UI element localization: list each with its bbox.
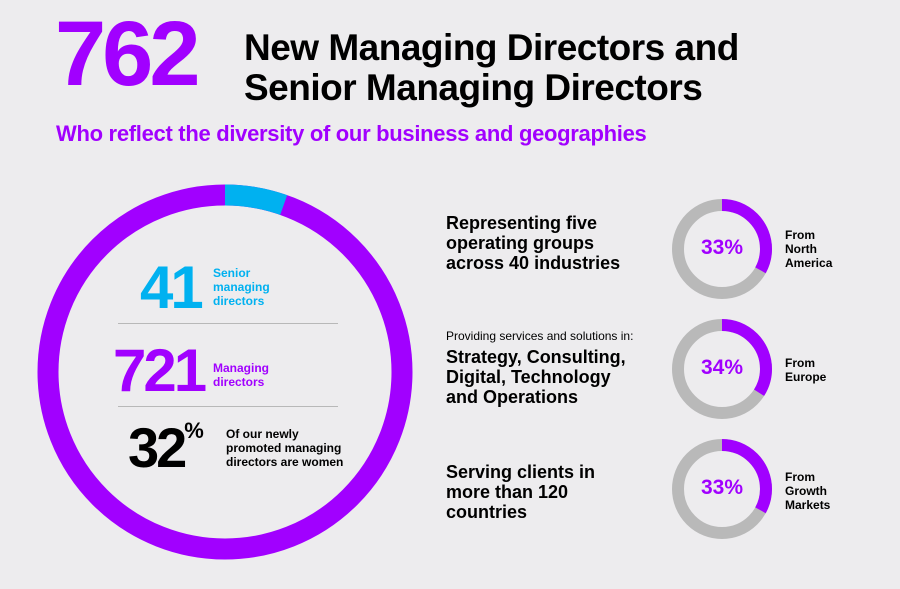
- subtitle: Who reflect the diversity of our busines…: [56, 121, 647, 146]
- donut-pct-growth-markets: 33%: [700, 476, 744, 499]
- headline: New Managing Directors and Senior Managi…: [244, 28, 739, 108]
- headline-line-2: Senior Managing Directors: [244, 67, 703, 108]
- services-text: Providing services and solutions in: Str…: [446, 329, 633, 407]
- donut-label-gm-2: Growth: [785, 484, 827, 498]
- divider-1: [118, 323, 338, 324]
- clients-line-3: countries: [446, 502, 528, 522]
- services-line-3: and Operations: [446, 387, 579, 407]
- donut-label-na-2: North: [785, 242, 817, 256]
- donut-label-europe: From Europe: [785, 356, 875, 384]
- women-pct-value: 32: [128, 416, 187, 479]
- women-pct: 32%: [128, 420, 204, 476]
- services-line-2: Digital, Technology: [446, 367, 611, 387]
- women-label-2: promoted managing: [226, 441, 342, 455]
- donut-growth-markets: [672, 439, 772, 539]
- operating-groups-line-3: across 40 industries: [446, 253, 621, 273]
- clients-line-1: Serving clients in: [446, 462, 596, 482]
- women-label-3: directors are women: [226, 455, 344, 469]
- women-label: Of our newly promoted managing directors…: [226, 427, 343, 469]
- donut-pct-europe: 34%: [700, 356, 744, 379]
- donut-europe: [672, 319, 772, 419]
- donut-arc-growth-markets: [672, 439, 772, 539]
- services-intro: Providing services and solutions in:: [446, 329, 634, 343]
- divider-2: [118, 406, 338, 407]
- senior-md-label-2: managing: [213, 280, 270, 294]
- ring-segment-senior: [37, 184, 413, 560]
- donut-label-gm-1: From: [785, 470, 815, 484]
- donut-north-america: [672, 199, 772, 299]
- headline-line-1: New Managing Directors and: [244, 27, 739, 68]
- md-label: Managing directors: [213, 361, 269, 389]
- md-count: 721: [113, 337, 207, 404]
- operating-groups-text: Representing five operating groups acros…: [446, 213, 620, 273]
- donut-label-gm-3: Markets: [785, 498, 831, 512]
- senior-md-label: Senior managing directors: [213, 266, 270, 308]
- senior-md-count: 41: [140, 254, 204, 321]
- donut-label-na-3: America: [785, 256, 833, 270]
- women-label-1: Of our newly: [226, 427, 299, 441]
- donut-arc-europe: [672, 319, 772, 419]
- women-pct-unit: %: [184, 418, 204, 443]
- operating-groups-line-2: operating groups: [446, 233, 594, 253]
- clients-text: Serving clients in more than 120 countri…: [446, 462, 595, 522]
- md-label-2: directors: [213, 375, 265, 389]
- md-label-1: Managing: [213, 361, 269, 375]
- donut-pct-north-america: 33%: [700, 236, 744, 259]
- total-count: 762: [55, 3, 200, 105]
- donut-label-na-1: From: [785, 228, 815, 242]
- donut-label-eu-1: From: [785, 356, 815, 370]
- senior-md-label-3: directors: [213, 294, 265, 308]
- donut-label-growth-markets: From Growth Markets: [785, 470, 875, 512]
- clients-line-2: more than 120: [446, 482, 569, 502]
- services-line-1: Strategy, Consulting,: [446, 347, 626, 367]
- operating-groups-line-1: Representing five: [446, 213, 598, 233]
- senior-md-label-1: Senior: [213, 266, 251, 280]
- donut-label-north-america: From North America: [785, 228, 875, 270]
- donut-arc-north-america: [672, 199, 772, 299]
- donut-label-eu-2: Europe: [785, 370, 827, 384]
